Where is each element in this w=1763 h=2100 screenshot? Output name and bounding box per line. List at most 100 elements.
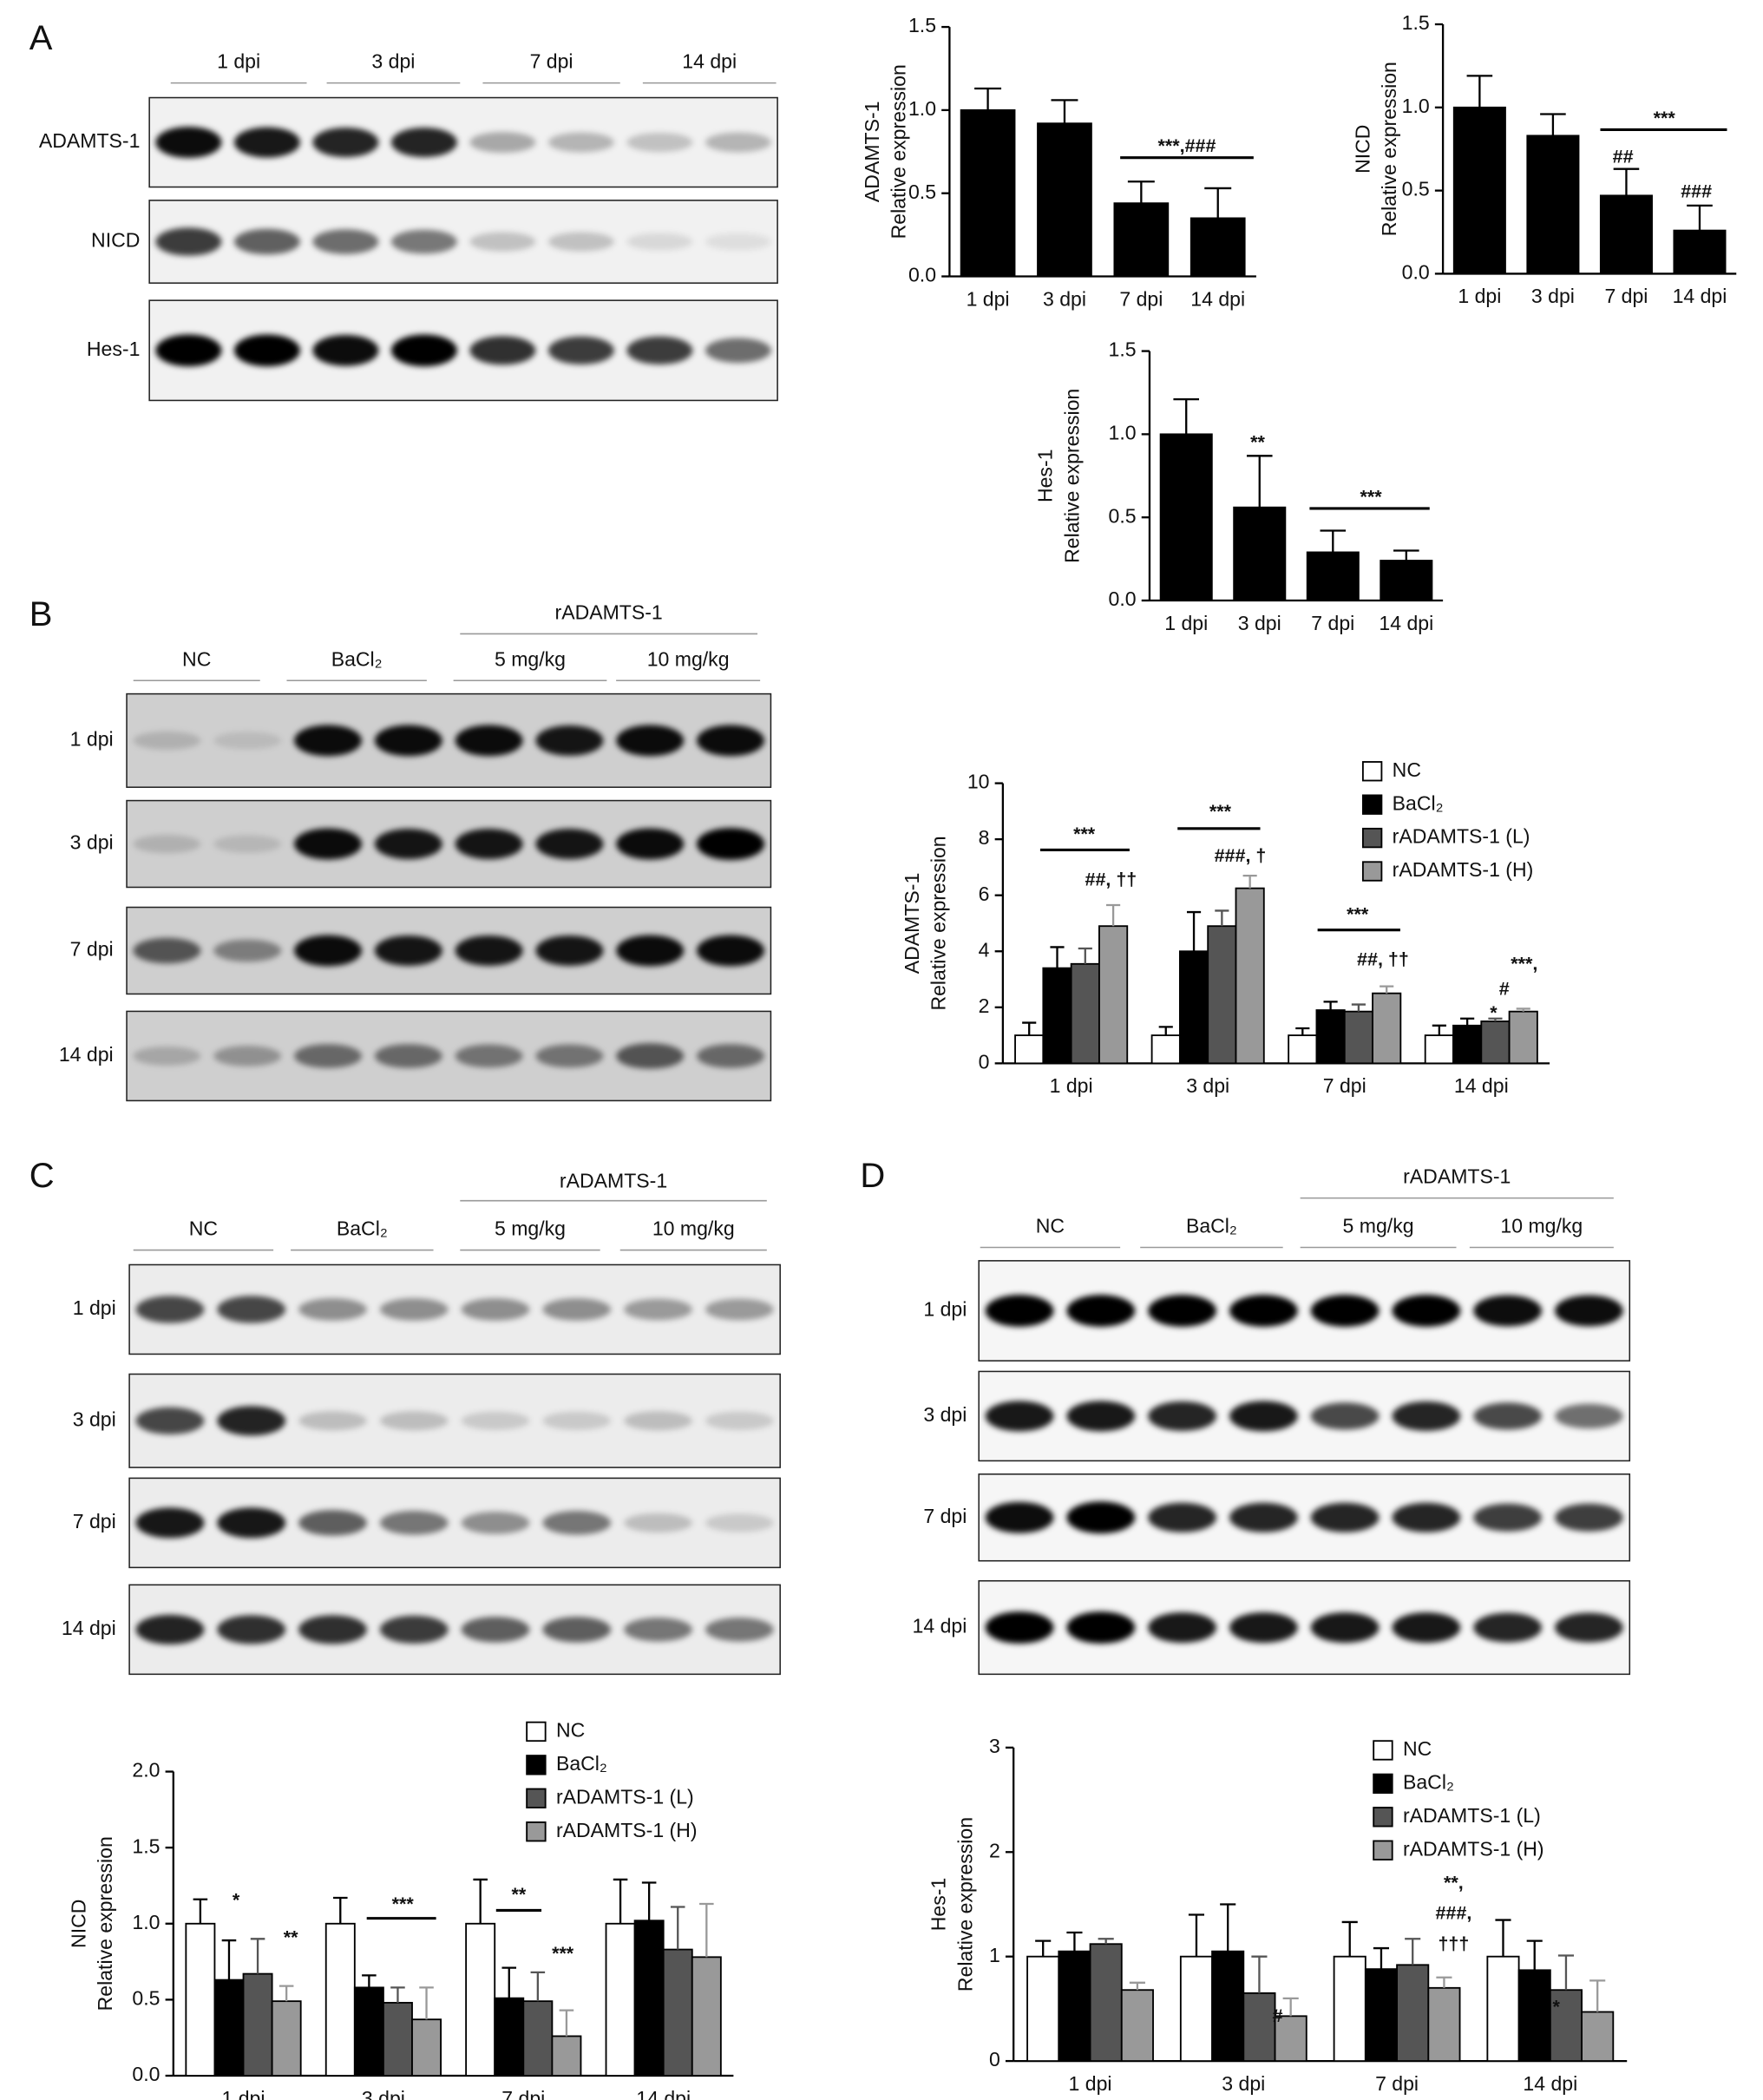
error-bar xyxy=(390,1986,405,2003)
blot-band xyxy=(542,1511,612,1535)
blot-band xyxy=(374,725,442,757)
blot-row-label: 3 dpi xyxy=(73,1408,116,1430)
bar xyxy=(353,1986,384,2077)
legend-swatch xyxy=(526,1788,547,1808)
bar xyxy=(522,2000,554,2077)
y-tick-label: 0.0 xyxy=(1402,261,1430,284)
blot-band xyxy=(379,1511,449,1535)
bar xyxy=(1150,1034,1181,1065)
error-bar xyxy=(1022,1021,1037,1036)
annotation: ### xyxy=(1681,180,1712,201)
blot-band xyxy=(379,1411,449,1431)
x-tick-label: 7 dpi xyxy=(1119,287,1163,310)
annotation: *** xyxy=(552,1943,574,1964)
error-bar xyxy=(1320,529,1347,553)
x-tick-label: 1 dpi xyxy=(1164,612,1208,634)
y-tick-label: 1.0 xyxy=(132,1911,160,1933)
error-bar xyxy=(1526,1939,1543,1971)
blot-band xyxy=(985,1295,1054,1327)
blot-band xyxy=(294,1044,362,1068)
bar xyxy=(960,108,1016,278)
x-tick-label: 3 dpi xyxy=(1238,612,1281,634)
bar xyxy=(633,1920,665,2077)
legend-swatch xyxy=(1361,794,1383,815)
blot-band xyxy=(626,233,693,251)
y-axis-label: ADAMTS-1 xyxy=(861,102,883,203)
bar xyxy=(1372,992,1402,1065)
error-bar xyxy=(419,1986,434,2020)
legend-label: NC xyxy=(1403,1737,1432,1760)
blot-band xyxy=(233,334,300,367)
blot-band xyxy=(213,835,282,853)
error-bar xyxy=(279,1985,294,2002)
blot-band xyxy=(535,1044,604,1068)
annotation: * xyxy=(233,1889,240,1910)
error-bar xyxy=(333,1896,348,1924)
annotation: *** xyxy=(1073,824,1096,844)
bar xyxy=(1508,1010,1538,1065)
y-axis-label: NICD xyxy=(1352,125,1374,174)
bar xyxy=(1037,122,1092,278)
error-bar xyxy=(1613,167,1640,196)
annotation: ***, xyxy=(1511,953,1537,974)
y-tick-label: 0.5 xyxy=(1109,504,1137,527)
blot-column-label: 5 mg/kg xyxy=(495,647,566,670)
bar xyxy=(1211,1950,1245,2063)
blot-band xyxy=(624,1618,692,1642)
legend-swatch xyxy=(1373,1740,1393,1761)
bar xyxy=(1179,1955,1213,2063)
blot-band xyxy=(626,132,693,153)
bar xyxy=(1364,1968,1398,2063)
error-bar xyxy=(473,1878,488,1924)
blot-band xyxy=(542,1617,612,1643)
blot-column-label: BaCl₂ xyxy=(331,647,383,670)
blot-band xyxy=(1229,1612,1298,1644)
y-axis-label: Hes-1 xyxy=(927,1878,950,1931)
blot-band xyxy=(1310,1402,1380,1430)
blot-band xyxy=(213,1045,282,1066)
error-bar xyxy=(1173,397,1200,435)
error-bar xyxy=(1215,909,1229,927)
blot-band xyxy=(233,127,300,158)
y-tick-label: 0 xyxy=(989,2048,1000,2070)
error-bar xyxy=(1488,1017,1503,1021)
blot-band xyxy=(705,1513,774,1532)
blot-band xyxy=(985,1611,1054,1644)
error-bar xyxy=(1341,1920,1358,1957)
blot-row-label: 7 dpi xyxy=(923,1505,967,1527)
bar xyxy=(465,1922,496,2077)
x-tick-label: 3 dpi xyxy=(362,2087,405,2100)
blot-band xyxy=(547,232,614,252)
error-bar xyxy=(1466,75,1493,108)
bar xyxy=(1235,887,1265,1065)
blot-band xyxy=(547,132,614,153)
blot-band xyxy=(1066,1501,1136,1534)
error-bar xyxy=(1246,455,1273,508)
blot-column-label: 7 dpi xyxy=(530,50,573,73)
error-bar xyxy=(559,2009,574,2037)
y-axis-label: Relative expression xyxy=(94,1836,116,2011)
blot-band xyxy=(374,829,442,860)
blot-band xyxy=(1310,1612,1380,1644)
blot-band xyxy=(390,229,457,254)
blot-band xyxy=(1066,1611,1136,1644)
blot-band xyxy=(133,937,201,964)
y-axis-label: NICD xyxy=(67,1900,89,1948)
blot-band xyxy=(1148,1401,1216,1431)
error-bar xyxy=(1186,910,1202,952)
blot-band xyxy=(461,1511,530,1534)
x-tick-label: 14 dpi xyxy=(1454,1074,1509,1097)
blot-band xyxy=(535,829,604,860)
error-bar xyxy=(1393,549,1419,561)
blot-row-label: ADAMTS-1 xyxy=(39,129,141,152)
blot-band xyxy=(1148,1502,1216,1532)
y-tick-label: 1.5 xyxy=(908,14,936,36)
y-tick-label: 6 xyxy=(979,883,990,905)
group-title: rADAMTS-1 xyxy=(560,1169,667,1191)
bar xyxy=(1288,1034,1318,1065)
panel-label: C xyxy=(29,1157,55,1195)
blot-band xyxy=(217,1615,286,1644)
error-bar xyxy=(1687,204,1713,231)
blot-band xyxy=(135,1407,205,1434)
annotation: ** xyxy=(284,1926,298,1947)
